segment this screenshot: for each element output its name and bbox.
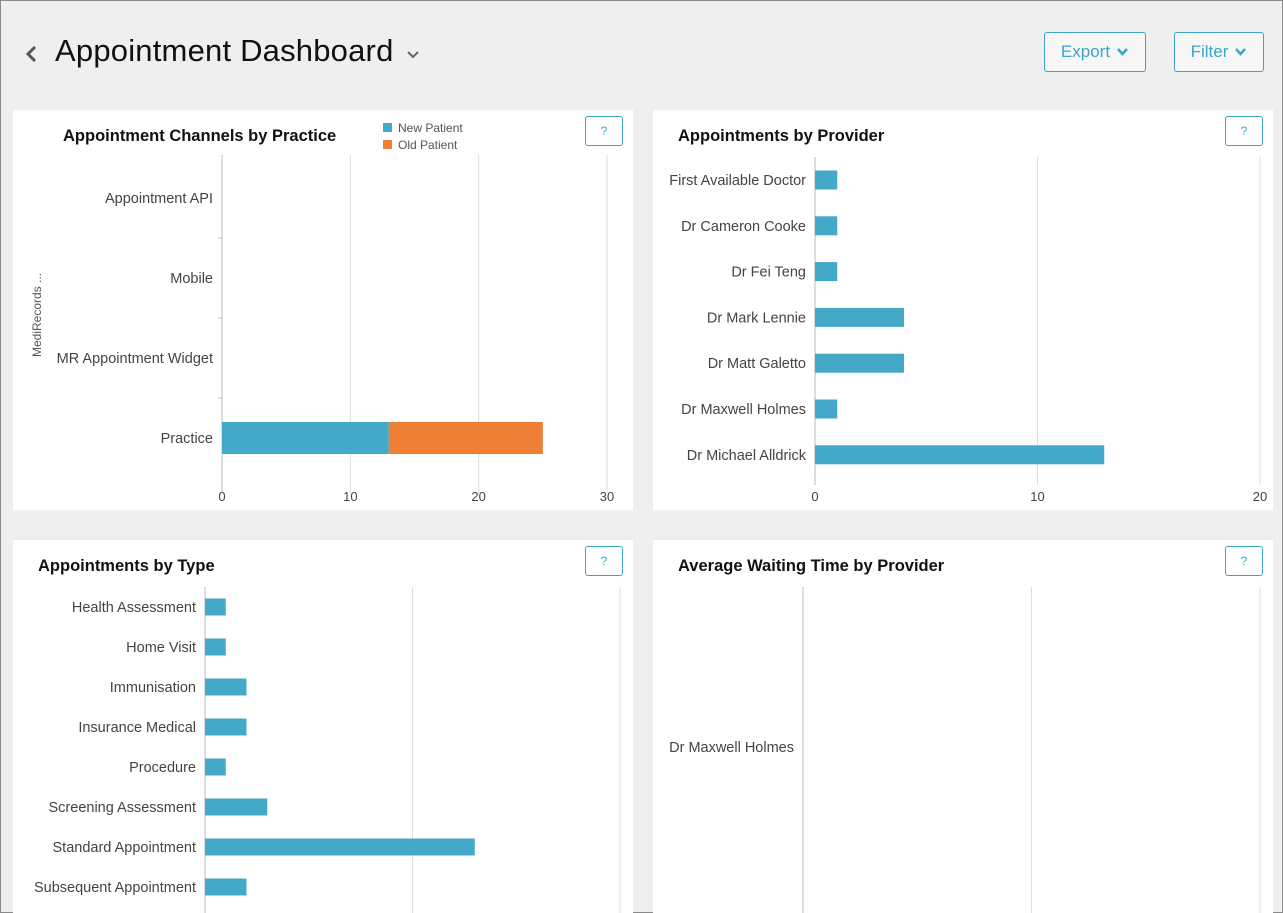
category-label: Appointment API [105, 191, 213, 207]
category-label: Screening Assessment [49, 800, 197, 816]
help-button[interactable]: ? [585, 546, 623, 576]
help-button[interactable]: ? [585, 116, 623, 146]
panel-title: Appointments by Provider [678, 127, 885, 145]
category-label: Health Assessment [72, 600, 196, 616]
x-tick-label: 20 [1253, 489, 1267, 504]
category-label: First Available Doctor [669, 173, 806, 189]
category-label: Dr Mark Lennie [707, 310, 806, 326]
help-button[interactable]: ? [1225, 546, 1263, 576]
bar [388, 422, 543, 454]
category-label: Dr Maxwell Holmes [681, 402, 806, 418]
category-label: Subsequent Appointment [34, 880, 196, 896]
bar [205, 678, 247, 696]
channels-chart: Appointment API Mobile MR Appointment Widg… [30, 121, 614, 504]
bar [815, 262, 838, 282]
back-chevron-icon[interactable] [21, 41, 41, 67]
bar [205, 758, 226, 776]
bar [205, 878, 247, 896]
page-header: Appointment Dashboard Export Filter [1, 1, 1282, 101]
category-label: Standard Appointment [53, 840, 197, 856]
provider-chart: First Available Doctor Dr Cameron Cooke Dr… [669, 157, 1267, 504]
bar [205, 838, 475, 856]
bar [205, 718, 247, 736]
type-panel: Appointments by Type ? Health Assessment… [13, 540, 633, 913]
category-label: Dr Maxwell Holmes [669, 740, 794, 756]
bar [815, 445, 1105, 465]
x-tick-label: 10 [343, 489, 357, 504]
bar [815, 353, 904, 373]
category-label: Home Visit [126, 640, 196, 656]
category-label: Mobile [170, 271, 213, 287]
x-tick-label: 10 [1030, 489, 1044, 504]
export-button[interactable]: Export [1044, 32, 1146, 72]
channels-panel: Appointment Channels by Practice ? Appoi… [13, 110, 633, 510]
chevron-down-icon [1235, 48, 1247, 56]
legend-label: New Patient [398, 121, 463, 135]
help-button[interactable]: ? [1225, 116, 1263, 146]
category-label: MR Appointment Widget [57, 351, 213, 367]
bar [222, 422, 389, 454]
page-title: Appointment Dashboard [55, 33, 394, 68]
type-chart: Health Assessment Home Visit Immunisation I… [34, 587, 621, 913]
panel-title: Average Waiting Time by Provider [678, 557, 945, 575]
legend-swatch [383, 140, 392, 149]
legend-label: Old Patient [398, 138, 458, 152]
x-tick-label: 20 [471, 489, 485, 504]
bar [205, 798, 268, 816]
bar [205, 598, 226, 616]
category-label: Insurance Medical [78, 720, 196, 736]
export-label: Export [1060, 42, 1111, 61]
category-label: Procedure [129, 760, 196, 776]
x-tick-label: 30 [600, 489, 614, 504]
bar [815, 307, 904, 327]
bar [815, 216, 838, 236]
category-label: Dr Cameron Cooke [681, 219, 806, 235]
category-label: Dr Michael Alldrick [687, 448, 807, 464]
legend-swatch [383, 123, 392, 132]
panel-title: Appointments by Type [38, 557, 215, 575]
bar [205, 638, 226, 656]
category-label: Immunisation [110, 680, 196, 696]
x-tick-label: 0 [811, 489, 818, 504]
bar [815, 399, 838, 419]
category-label: Dr Fei Teng [731, 265, 806, 281]
waiting-panel: Average Waiting Time by Provider ? Dr Ma… [653, 540, 1273, 913]
category-label: Practice [161, 431, 213, 447]
panel-title: Appointment Channels by Practice [63, 127, 337, 145]
category-label: Dr Matt Galetto [708, 356, 806, 372]
waiting-chart: Dr Maxwell Holmes [669, 587, 1261, 913]
filter-button[interactable]: Filter [1174, 32, 1264, 72]
chevron-down-icon [1117, 48, 1128, 56]
title-dropdown-chevron-icon[interactable] [405, 47, 421, 63]
bar [815, 170, 838, 190]
filter-label: Filter [1190, 42, 1229, 61]
y-axis-title: MediRecords ... [30, 273, 44, 357]
provider-panel: Appointments by Provider ? First Availab… [653, 110, 1273, 510]
x-tick-label: 0 [218, 489, 225, 504]
